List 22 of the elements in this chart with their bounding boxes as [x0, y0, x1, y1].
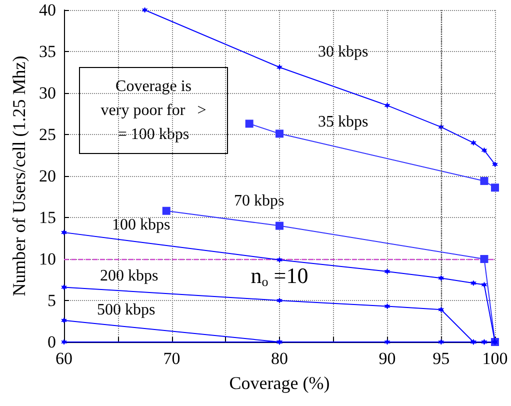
y-tick-label: 40 — [39, 0, 56, 20]
y-axis-title: Number of Users/cell (1.25 Mhz) — [9, 56, 29, 296]
y-tick-label: 5 — [48, 291, 56, 310]
x-tick-label: 80 — [271, 349, 288, 368]
x-tick-label: 70 — [163, 349, 180, 368]
x-tick-label: 100 — [482, 349, 508, 368]
annotation: 70 kbps — [234, 192, 284, 210]
x-tick-label: 60 — [56, 349, 72, 368]
annotation: 200 kbps — [100, 268, 158, 284]
x-tick-label: 90 — [378, 349, 396, 368]
annotation: 500 kbps — [97, 302, 156, 318]
y-tick-label: 25 — [39, 125, 56, 144]
y-tick-label: 10 — [39, 250, 56, 268]
y-tick-label: 0 — [48, 332, 56, 352]
y-tick-label: 20 — [39, 166, 56, 186]
x-tick-label: 95 — [432, 349, 450, 368]
x-axis-title: Coverage (%) — [229, 373, 330, 393]
y-tick-label: 30 — [39, 84, 56, 102]
annotation: 100 kbps — [112, 216, 170, 234]
y-tick-label: 15 — [39, 208, 56, 227]
y-tick-label: 35 — [39, 42, 56, 61]
annotation: 35 kbps — [318, 114, 368, 130]
